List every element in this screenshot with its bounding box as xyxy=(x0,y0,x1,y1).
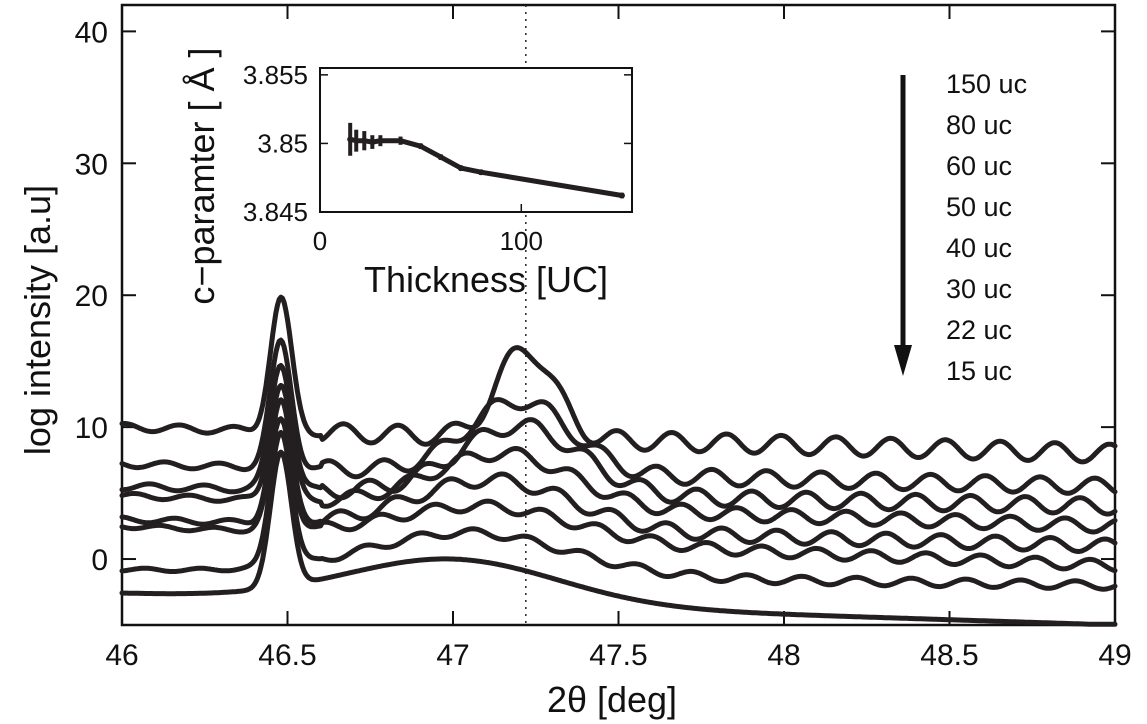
inset-data-point xyxy=(369,139,376,146)
inset-x-tick-label: 100 xyxy=(500,226,543,256)
legend-entry: 30 uc xyxy=(946,274,1012,304)
inset-data-point xyxy=(377,137,384,144)
y-axis-label: log intensity [a.u] xyxy=(17,185,58,455)
inset-y-tick-label: 3.845 xyxy=(243,197,308,227)
inset-data-point xyxy=(417,143,424,150)
y-tick-label: 0 xyxy=(91,544,108,577)
x-tick-label: 47 xyxy=(436,639,469,672)
inset-data-point xyxy=(437,154,444,161)
legend-entry: 50 uc xyxy=(946,192,1012,222)
legend-entry: 80 uc xyxy=(946,110,1012,140)
series-line-15-uc xyxy=(119,449,1118,627)
inset-data-point xyxy=(397,137,404,144)
legend-arrow-head xyxy=(894,345,912,376)
inset-y-tick-label: 3.855 xyxy=(243,60,308,90)
inset-x-axis-label: Thickness [UC] xyxy=(364,259,608,300)
series-line-40-uc xyxy=(119,397,1118,554)
legend-entry: 22 uc xyxy=(946,315,1012,345)
legend-entry: 40 uc xyxy=(946,233,1012,263)
y-tick-label: 40 xyxy=(75,16,108,49)
inset-data-point xyxy=(478,169,485,176)
series-line-22-uc xyxy=(119,429,1118,592)
inset-data-point xyxy=(361,137,368,144)
x-tick-label: 48.5 xyxy=(920,639,978,672)
series-line-60-uc xyxy=(119,363,1118,517)
inset-data-point xyxy=(618,192,625,199)
series-line-80-uc xyxy=(119,337,1118,496)
x-tick-label: 48 xyxy=(767,639,800,672)
y-tick-label: 20 xyxy=(75,280,108,313)
inset-data-point xyxy=(347,136,354,143)
legend-entry: 150 uc xyxy=(946,69,1027,99)
inset-y-tick-label: 3.85 xyxy=(257,128,308,158)
x-tick-label: 49 xyxy=(1098,639,1131,672)
series-line-150-uc xyxy=(119,294,1118,465)
x-axis-label: 2θ [deg] xyxy=(547,679,677,720)
inset-plot-frame xyxy=(319,67,633,213)
legend-entry: 60 uc xyxy=(946,151,1012,181)
x-tick-label: 46 xyxy=(105,639,138,672)
x-tick-label: 47.5 xyxy=(589,639,647,672)
series-line-50-uc xyxy=(119,382,1118,535)
series-line-30-uc xyxy=(119,416,1118,574)
y-tick-label: 10 xyxy=(75,412,108,445)
inset-data-point xyxy=(457,165,464,172)
y-tick-label: 30 xyxy=(75,148,108,181)
legend-entry: 15 uc xyxy=(946,356,1012,386)
x-tick-label: 46.5 xyxy=(258,639,316,672)
inset-data-point xyxy=(353,137,360,144)
inset-x-tick-label: 0 xyxy=(313,226,327,256)
inset-y-axis-label: c−paramter [ Å ] xyxy=(181,47,222,304)
